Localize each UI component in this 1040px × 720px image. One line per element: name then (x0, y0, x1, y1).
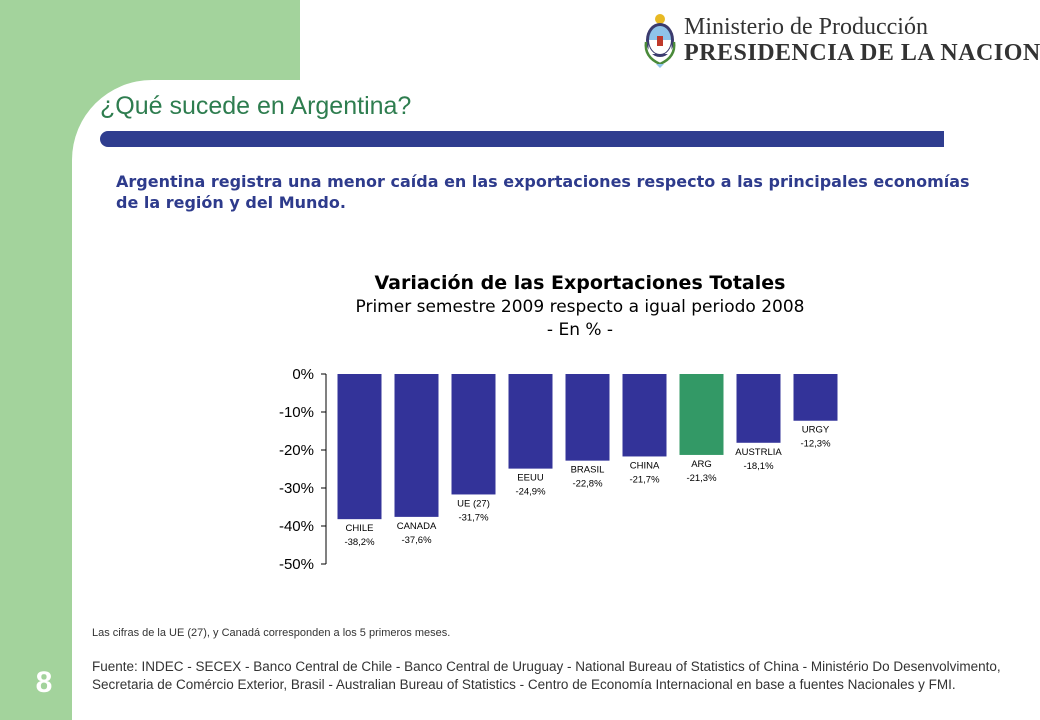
title-underline-bar (100, 131, 944, 147)
bar-chile (337, 374, 382, 520)
left-decor-band (0, 0, 72, 720)
value-label: -31,7% (458, 512, 489, 523)
ministry-logo: Ministerio de Producción PRESIDENCIA DE … (642, 12, 1040, 72)
slide-subtitle: Argentina registra una menor caída en la… (116, 172, 970, 212)
y-tick-label: 0% (292, 366, 314, 383)
source-text: Fuente: INDEC - SECEX - Banco Central de… (92, 659, 1001, 692)
bar-brasil (565, 374, 610, 461)
value-label: -24,9% (515, 487, 546, 498)
chart-title: Variación de las Exportaciones Totales (374, 272, 786, 294)
category-label: CHINA (630, 460, 660, 471)
category-label: ARG (691, 459, 712, 470)
y-tick-label: -40% (279, 518, 314, 535)
bar-arg (679, 374, 724, 455)
y-tick-label: -50% (279, 556, 314, 573)
category-label: CHILE (346, 523, 374, 534)
chart-subtitle: Primer semestre 2009 respecto a igual pe… (355, 297, 805, 317)
value-label: -21,3% (686, 473, 717, 484)
bar-eeuu (508, 374, 553, 469)
y-tick-label: -20% (279, 442, 314, 459)
footnote: Las cifras de la UE (27), y Canadá corre… (92, 627, 451, 639)
value-label: -22,8% (572, 479, 603, 490)
y-tick-label: -30% (279, 480, 314, 497)
top-decor-band (0, 0, 300, 80)
argentina-coat-of-arms-icon (644, 14, 676, 68)
logo-ministry-name: Ministerio de Producción (684, 14, 928, 40)
bar-china (622, 374, 667, 457)
category-label: BRASIL (571, 465, 605, 476)
logo-presidency-name: PRESIDENCIA DE LA NACION (684, 40, 1040, 66)
category-label: AUSTRLIA (735, 447, 782, 458)
bar-ue-27- (451, 374, 496, 495)
category-label: URGY (802, 425, 830, 436)
value-label: -37,6% (401, 535, 432, 546)
bar-austrlia (736, 374, 781, 443)
bar-urgy (793, 374, 838, 421)
category-label: UE (27) (457, 498, 490, 509)
chart-unit-label: - En % - (546, 320, 614, 340)
bar-canada (394, 374, 439, 517)
value-label: -38,2% (344, 537, 375, 548)
y-tick-label: -10% (279, 404, 314, 421)
page-number: 8 (35, 666, 53, 699)
value-label: -21,7% (629, 474, 660, 485)
page-title: ¿Qué sucede en Argentina? (100, 92, 412, 120)
value-label: -18,1% (743, 461, 774, 472)
value-label: -12,3% (800, 439, 831, 450)
category-label: CANADA (397, 521, 437, 532)
category-label: EEUU (517, 473, 544, 484)
